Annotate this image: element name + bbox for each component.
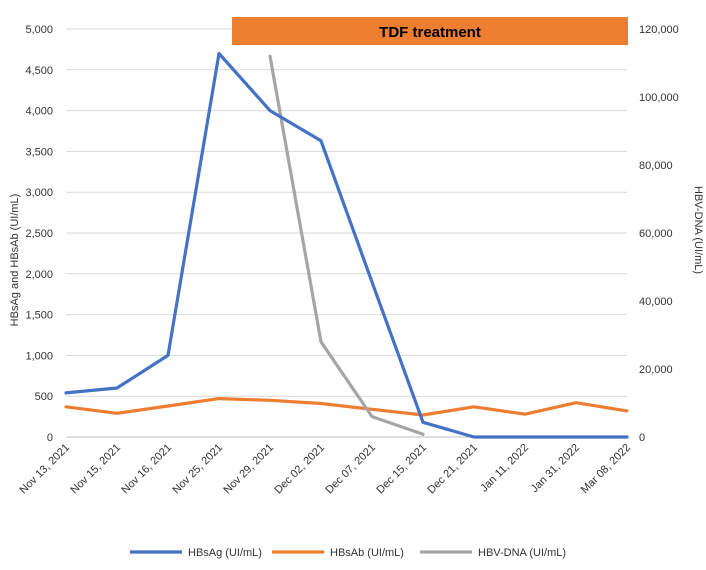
right-y-tick-label: 60,000 — [639, 228, 673, 240]
gridlines — [66, 28, 627, 438]
left-y-tick-label: 3,000 — [25, 187, 53, 199]
x-tick-label: Dec 15, 2021 — [374, 442, 429, 497]
right-y-axis-ticks: 0 20,000 40,000 60,000 80,000 100,000 120,000 — [639, 24, 679, 444]
x-tick-label: Dec 07, 2021 — [323, 442, 378, 497]
right-y-tick-label: 80,000 — [639, 160, 673, 172]
left-y-tick-label: 0 — [47, 432, 53, 444]
tdf-treatment-label: TDF treatment — [379, 24, 481, 41]
legend-label: HBV-DNA (UI/mL) — [478, 547, 566, 559]
legend-label: HBsAg (UI/mL) — [188, 547, 262, 559]
x-tick-label: Dec 21, 2021 — [425, 442, 480, 497]
legend: HBsAg (UI/mL) HBsAb (UI/mL) HBV-DNA (UI/mL… — [130, 547, 566, 559]
series-line-hbsag — [64, 51, 629, 439]
x-tick-label: Jan 31, 2022 — [529, 442, 582, 495]
x-tick-label: Mar 08, 2022 — [579, 442, 633, 496]
x-tick-label: Jan 11, 2022 — [478, 442, 531, 495]
x-tick-label: Dec 02, 2021 — [272, 442, 327, 497]
right-y-tick-label: 120,000 — [639, 24, 679, 36]
right-y-tick-label: 20,000 — [639, 364, 673, 376]
right-y-tick-label: 40,000 — [639, 296, 673, 308]
left-y-tick-label: 500 — [35, 391, 53, 403]
x-tick-label: Nov 15, 2021 — [68, 442, 123, 497]
tdf-treatment-banner: TDF treatment — [232, 17, 628, 45]
left-y-tick-label: 2,500 — [25, 228, 53, 240]
series-line-hbv-dna — [268, 54, 425, 436]
left-y-tick-label: 4,500 — [25, 65, 53, 77]
left-y-tick-label: 1,000 — [25, 350, 53, 362]
left-y-tick-label: 3,500 — [25, 146, 53, 158]
x-tick-label: Nov 13, 2021 — [17, 442, 72, 497]
legend-label: HBsAb (UI/mL) — [330, 547, 404, 559]
right-y-tick-label: 0 — [639, 432, 645, 444]
x-tick-label: Nov 16, 2021 — [119, 442, 174, 497]
left-y-tick-label: 5,000 — [25, 24, 53, 36]
x-tick-label: Nov 29, 2021 — [221, 442, 276, 497]
tdf-treatment-bar — [232, 17, 628, 45]
x-tick-label: Nov 25, 2021 — [170, 442, 225, 497]
left-y-tick-label: 2,000 — [25, 269, 53, 281]
series-lines — [64, 51, 629, 439]
left-y-tick-label: 1,500 — [25, 310, 53, 322]
left-y-axis-ticks: 0 500 1,000 1,500 2,000 2,500 3,000 3,500 4,000 4… — [25, 24, 53, 444]
left-y-axis-title: HBsAg and HBsAb (UI/mL) — [9, 194, 21, 327]
right-y-tick-label: 100,000 — [639, 92, 679, 104]
right-y-axis-title: HBV-DNA (UI/mL) — [692, 186, 704, 274]
left-y-tick-label: 4,000 — [25, 106, 53, 118]
series-line-hbsab — [64, 397, 629, 417]
